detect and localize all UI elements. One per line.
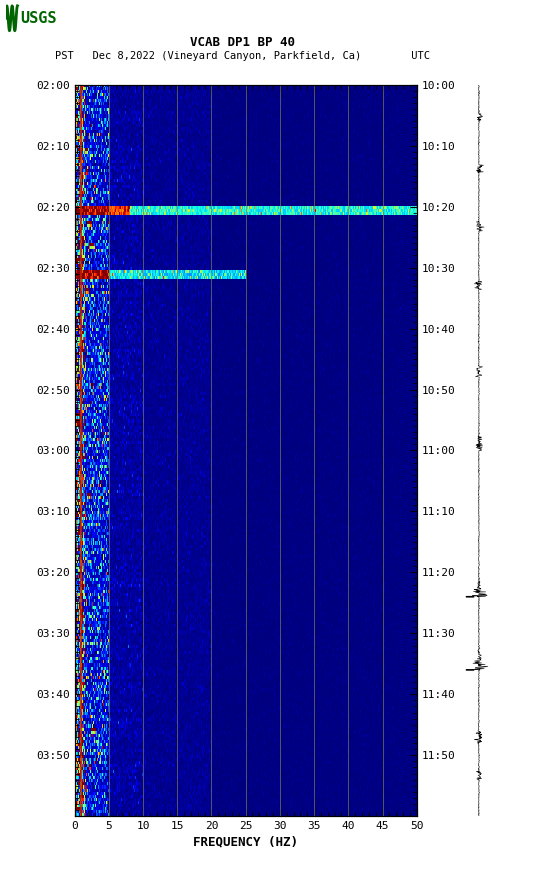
Text: VCAB DP1 BP 40: VCAB DP1 BP 40 [190,37,295,49]
Text: PST   Dec 8,2022 (Vineyard Canyon, Parkfield, Ca)        UTC: PST Dec 8,2022 (Vineyard Canyon, Parkfie… [55,51,431,62]
Text: USGS: USGS [20,11,57,26]
X-axis label: FREQUENCY (HZ): FREQUENCY (HZ) [193,835,298,848]
